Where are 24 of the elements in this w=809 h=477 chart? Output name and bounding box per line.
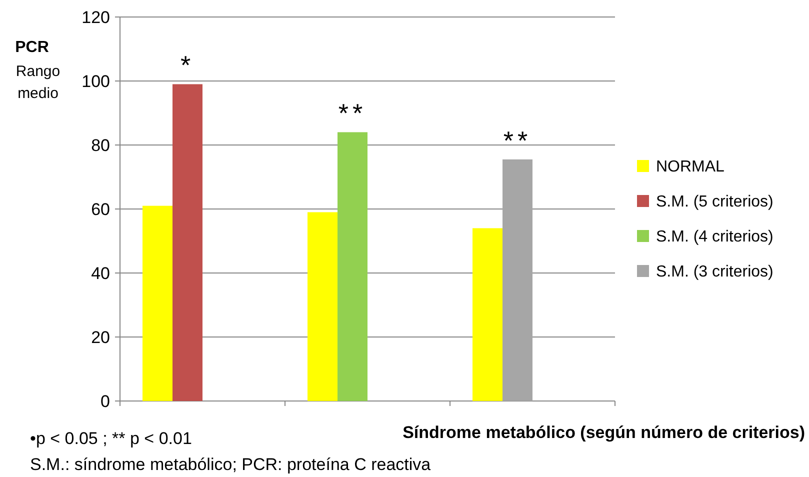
bar <box>172 84 202 401</box>
bar <box>472 228 502 401</box>
y-tick-label: 80 <box>91 136 110 155</box>
y-tick-label: 40 <box>91 264 110 283</box>
annotation: ** <box>338 98 367 128</box>
legend-label: S.M. (4 criterios) <box>656 228 774 246</box>
y-tick-label: 20 <box>91 328 110 347</box>
y-tick-label: 120 <box>82 8 110 27</box>
bar <box>308 212 338 401</box>
annotation: * <box>180 50 195 80</box>
x-axis-title: Síndrome metabólico (según número de criterios) <box>402 423 805 442</box>
legend-label: S.M. (3 criterios) <box>656 264 774 281</box>
y-tick-label: 60 <box>91 200 110 219</box>
bar <box>142 206 172 401</box>
legend-label: S.M. (5 criterios) <box>656 194 774 211</box>
text: S.M.: síndrome metabólico; PCR: proteína C reactiva <box>30 455 432 474</box>
text: •p < 0.05 ; ** p < 0.01 <box>30 429 192 448</box>
legend-label: NORMAL <box>656 158 725 176</box>
bar <box>502 159 532 401</box>
y-axis-title: PCR Rango medio <box>15 39 60 102</box>
annotation: ** <box>503 125 532 156</box>
y-tick-label: 0 <box>100 392 110 411</box>
y-tick-label: 100 <box>82 72 110 91</box>
bar <box>338 132 368 401</box>
